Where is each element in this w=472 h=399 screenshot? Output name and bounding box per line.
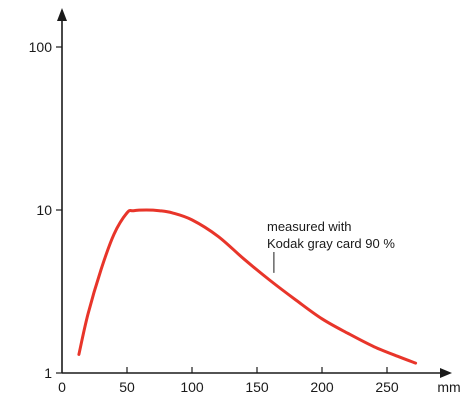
x-tick-label: 100 xyxy=(180,379,204,395)
axes: 0 50 100 150 200 250 1 10 100 mm xyxy=(29,8,461,395)
series-line xyxy=(77,208,418,365)
annotation-line-1: measured with xyxy=(267,219,352,234)
y-tick-label: 100 xyxy=(29,39,53,55)
y-tick-label: 10 xyxy=(36,202,52,218)
x-tick-label: 150 xyxy=(245,379,269,395)
x-tick-label: 0 xyxy=(58,379,66,395)
y-ticks: 1 10 100 xyxy=(29,39,62,381)
x-axis-arrow xyxy=(440,368,452,378)
x-axis-unit-label: mm xyxy=(437,379,460,395)
plot-area xyxy=(77,208,418,365)
annotation-line-2: Kodak gray card 90 % xyxy=(267,236,395,251)
x-tick-label: 50 xyxy=(119,379,135,395)
x-ticks: 0 50 100 150 200 250 xyxy=(58,367,399,395)
x-tick-label: 200 xyxy=(310,379,334,395)
annotation: measured with Kodak gray card 90 % xyxy=(267,219,395,273)
y-axis-arrow xyxy=(57,8,67,21)
y-tick-label: 1 xyxy=(44,365,52,381)
x-tick-label: 250 xyxy=(375,379,399,395)
